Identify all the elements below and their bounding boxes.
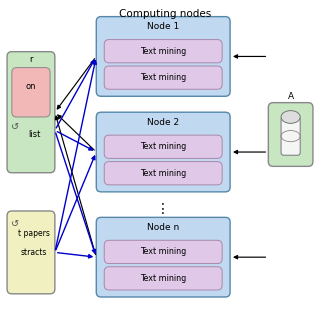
- Text: on: on: [26, 82, 36, 91]
- Text: Node n: Node n: [147, 223, 179, 232]
- Text: Computing nodes: Computing nodes: [119, 9, 211, 19]
- FancyBboxPatch shape: [104, 135, 222, 158]
- Ellipse shape: [281, 111, 300, 123]
- Text: list: list: [28, 130, 40, 139]
- Text: Text mining: Text mining: [140, 142, 186, 151]
- Text: t papers: t papers: [18, 228, 50, 237]
- FancyBboxPatch shape: [104, 66, 222, 89]
- FancyBboxPatch shape: [268, 103, 313, 166]
- Text: Text mining: Text mining: [140, 73, 186, 82]
- Text: Text mining: Text mining: [140, 47, 186, 56]
- FancyBboxPatch shape: [7, 211, 55, 294]
- FancyBboxPatch shape: [104, 162, 222, 185]
- FancyBboxPatch shape: [104, 40, 222, 63]
- Text: Text mining: Text mining: [140, 247, 186, 256]
- FancyBboxPatch shape: [281, 117, 300, 155]
- Text: r: r: [29, 55, 33, 64]
- FancyBboxPatch shape: [104, 267, 222, 290]
- Text: ↺: ↺: [11, 122, 19, 132]
- Text: Text mining: Text mining: [140, 169, 186, 178]
- Text: Node 1: Node 1: [147, 22, 179, 31]
- Text: Node 2: Node 2: [147, 118, 179, 127]
- FancyBboxPatch shape: [96, 217, 230, 297]
- Text: stracts: stracts: [21, 248, 47, 257]
- FancyBboxPatch shape: [96, 112, 230, 192]
- FancyBboxPatch shape: [96, 17, 230, 96]
- FancyBboxPatch shape: [104, 240, 222, 264]
- Text: ⋮: ⋮: [156, 202, 170, 216]
- Text: ↺: ↺: [11, 219, 19, 229]
- Text: Text mining: Text mining: [140, 274, 186, 283]
- FancyBboxPatch shape: [12, 68, 50, 117]
- Text: A: A: [288, 92, 294, 101]
- FancyBboxPatch shape: [7, 52, 55, 173]
